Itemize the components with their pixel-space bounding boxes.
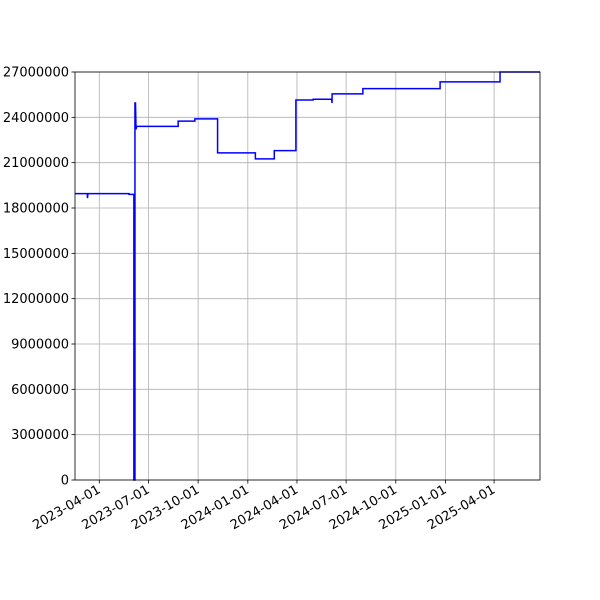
series-layer [75, 71, 540, 481]
y-tick-label: 0 [61, 474, 69, 489]
y-tick-label: 15000000 [3, 247, 69, 262]
y-tick-label: 12000000 [3, 292, 69, 307]
y-tick-label: 3000000 [11, 428, 69, 443]
y-tick-label: 21000000 [3, 156, 69, 171]
grid [75, 71, 540, 481]
plot-frame [74, 71, 541, 481]
y-tick-label: 6000000 [11, 383, 69, 398]
axes [74, 71, 541, 481]
y-axis-ticks: 0 3000000 6000000 9000000 12000000 15000000 18… [3, 66, 75, 489]
y-tick-label: 9000000 [11, 338, 69, 353]
y-tick-label: 24000000 [3, 111, 69, 126]
y-tick-label: 27000000 [3, 66, 69, 81]
y-tick-label: 18000000 [3, 202, 69, 217]
x-axis-ticks: 2023-04-012023-07-012023-10-012024-01-01… [30, 480, 498, 533]
series-line [75, 71, 540, 481]
